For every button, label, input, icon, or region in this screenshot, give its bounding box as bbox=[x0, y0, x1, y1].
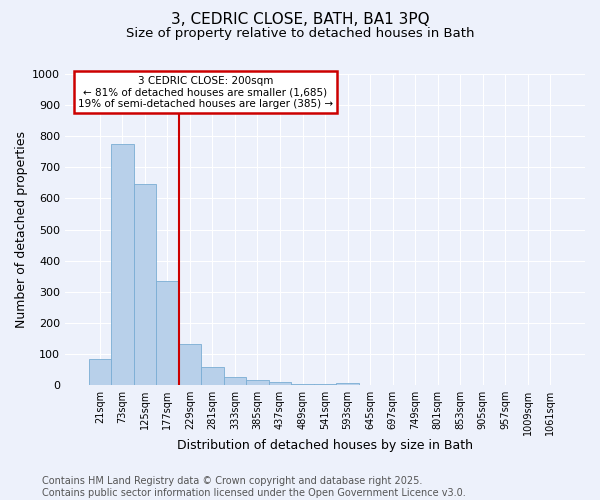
Text: Contains HM Land Registry data © Crown copyright and database right 2025.
Contai: Contains HM Land Registry data © Crown c… bbox=[42, 476, 466, 498]
Bar bbox=[224, 378, 246, 385]
Bar bbox=[291, 384, 314, 385]
Bar bbox=[89, 360, 111, 385]
Bar bbox=[314, 384, 336, 385]
Bar bbox=[156, 281, 179, 385]
Bar bbox=[269, 382, 291, 385]
Bar bbox=[111, 144, 134, 385]
Bar bbox=[201, 368, 224, 385]
Bar bbox=[336, 382, 359, 385]
Bar bbox=[134, 184, 156, 385]
Text: 3, CEDRIC CLOSE, BATH, BA1 3PQ: 3, CEDRIC CLOSE, BATH, BA1 3PQ bbox=[170, 12, 430, 28]
X-axis label: Distribution of detached houses by size in Bath: Distribution of detached houses by size … bbox=[177, 440, 473, 452]
Y-axis label: Number of detached properties: Number of detached properties bbox=[15, 131, 28, 328]
Bar bbox=[246, 380, 269, 385]
Bar bbox=[179, 344, 201, 385]
Text: Size of property relative to detached houses in Bath: Size of property relative to detached ho… bbox=[126, 28, 474, 40]
Text: 3 CEDRIC CLOSE: 200sqm
← 81% of detached houses are smaller (1,685)
19% of semi-: 3 CEDRIC CLOSE: 200sqm ← 81% of detached… bbox=[78, 76, 333, 109]
